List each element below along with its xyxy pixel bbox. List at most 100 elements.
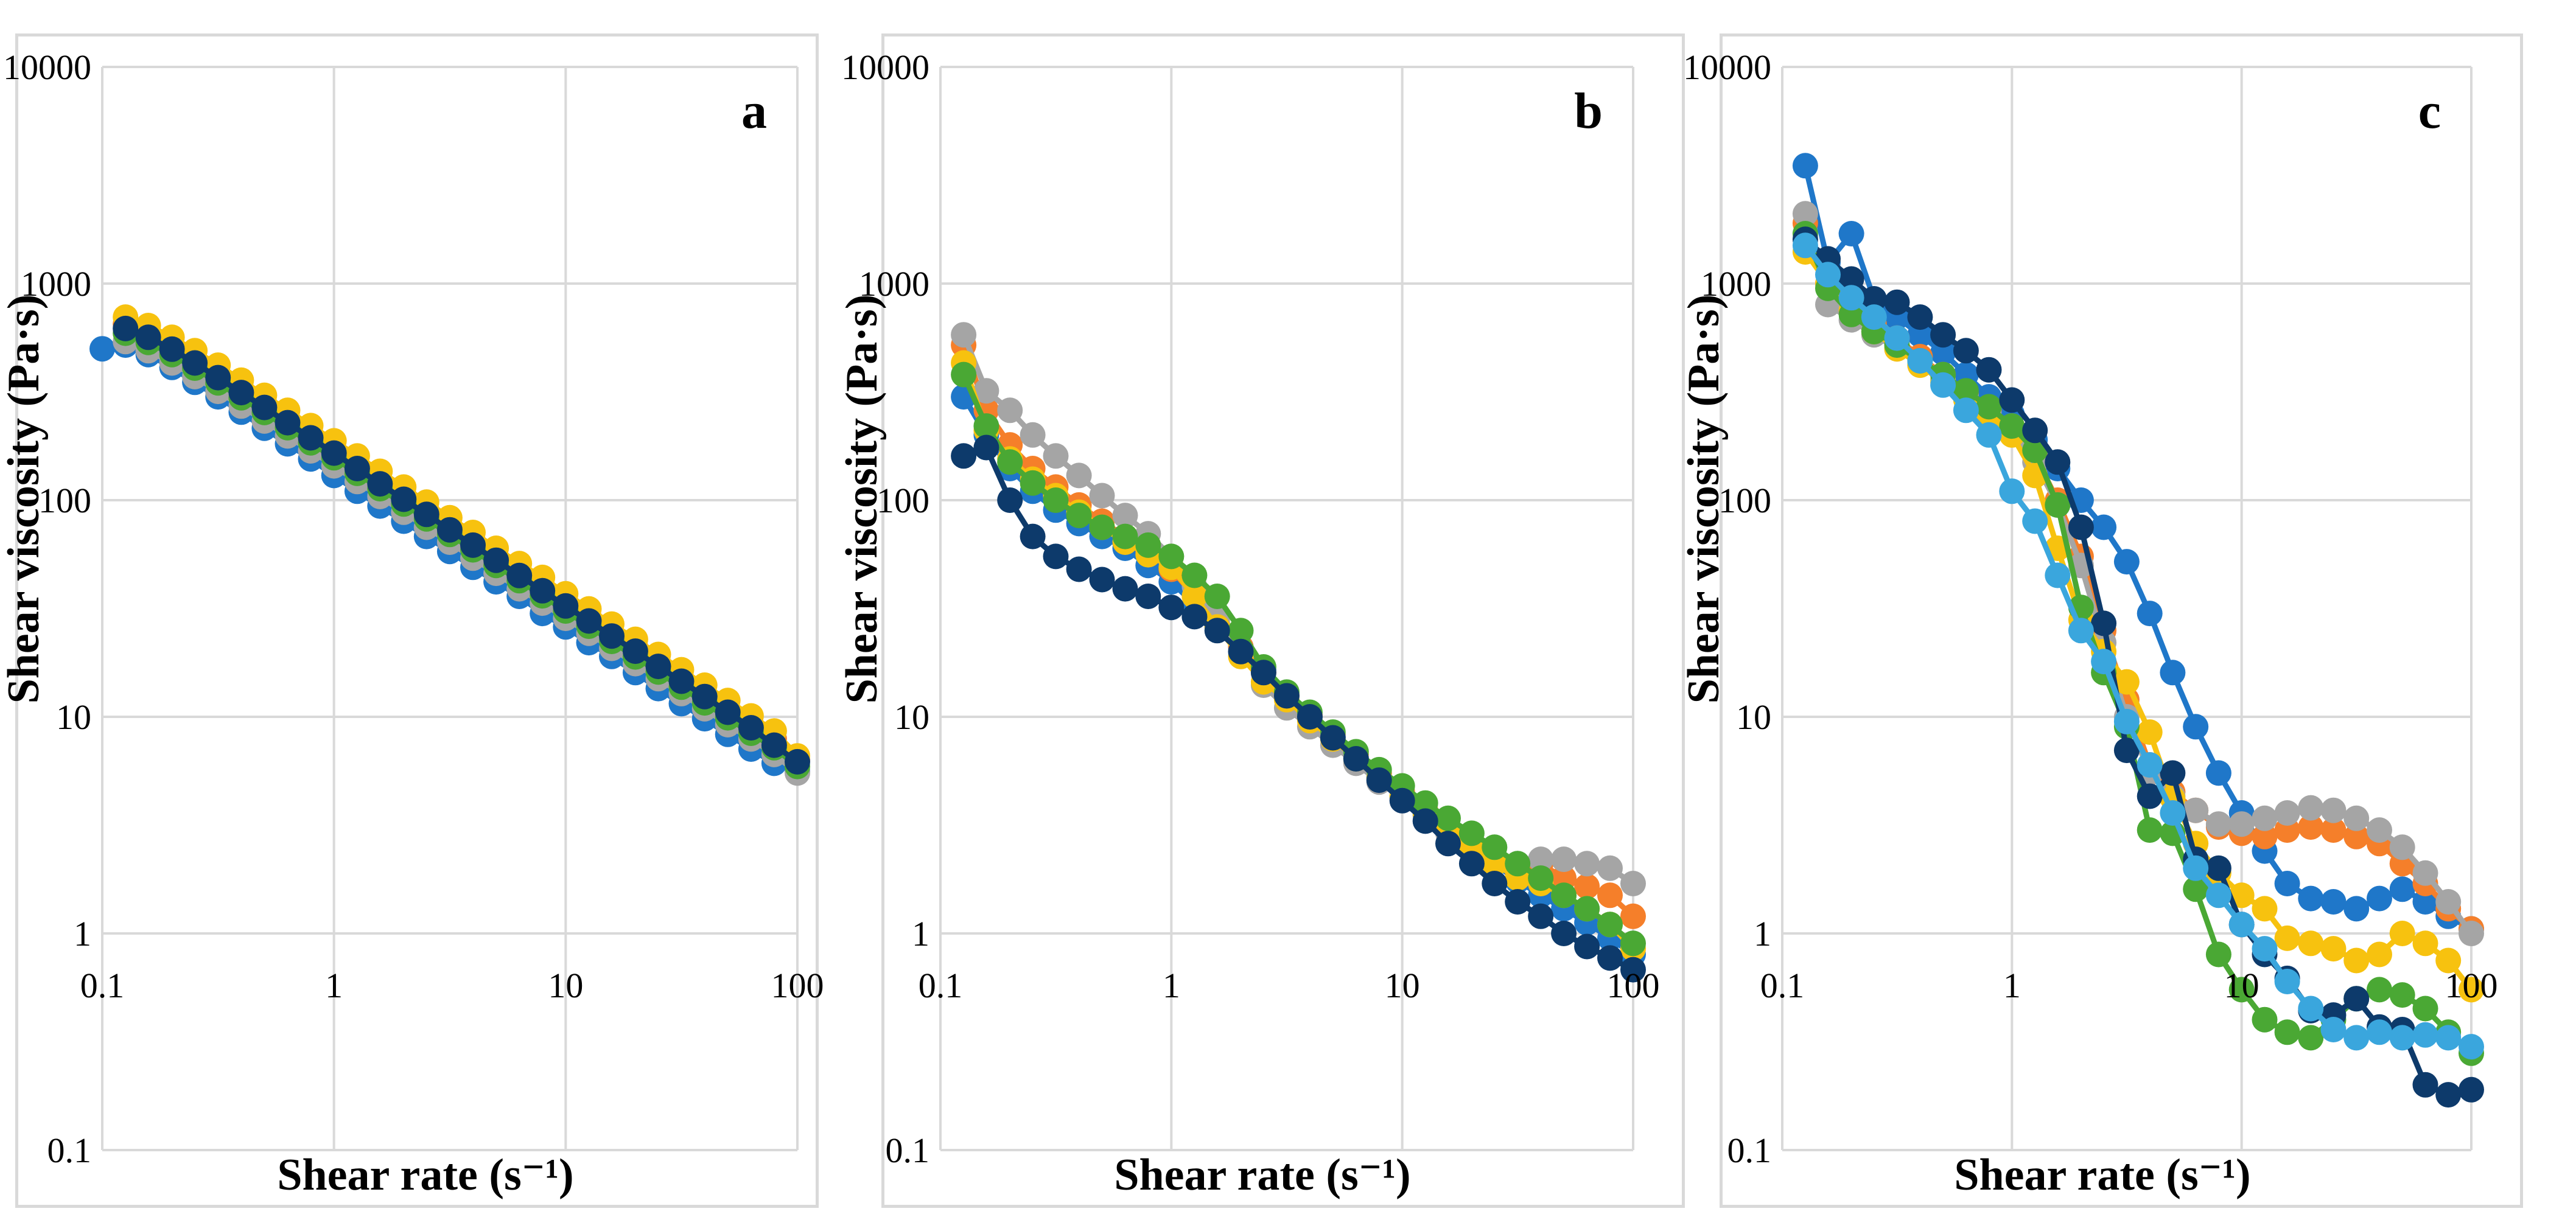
data-point bbox=[2298, 885, 2324, 912]
data-point bbox=[1204, 584, 1230, 609]
data-point bbox=[2435, 1025, 2462, 1051]
data-point bbox=[2205, 941, 2231, 968]
data-point bbox=[2045, 449, 2071, 475]
data-point bbox=[1458, 820, 1485, 846]
data-point bbox=[645, 654, 671, 680]
data-point bbox=[2412, 889, 2438, 915]
data-point bbox=[2389, 876, 2415, 902]
x-axis-title: Shear rate (s⁻¹) bbox=[1954, 1150, 2250, 1200]
data-point bbox=[251, 394, 278, 420]
data-point bbox=[1574, 873, 1600, 899]
y-tick-label: 1 bbox=[74, 914, 91, 954]
data-point bbox=[1505, 851, 1531, 877]
data-point bbox=[1907, 304, 1933, 330]
data-point bbox=[1020, 523, 1046, 549]
x-axis-title: Shear rate (s⁻¹) bbox=[1114, 1150, 1410, 1200]
data-point bbox=[1551, 921, 1577, 946]
data-point bbox=[1907, 347, 1933, 374]
data-point bbox=[2343, 823, 2370, 849]
y-tick-label: 1 bbox=[1754, 914, 1771, 954]
data-point bbox=[2091, 514, 2117, 540]
series-6 bbox=[113, 315, 810, 775]
data-point bbox=[2274, 969, 2300, 994]
data-point bbox=[1574, 933, 1600, 960]
data-point bbox=[1620, 871, 1646, 896]
series-7 bbox=[1792, 232, 2484, 1060]
y-tick-label: 10 bbox=[56, 697, 91, 737]
data-point bbox=[2343, 1025, 2370, 1051]
data-point bbox=[1884, 289, 1910, 315]
data-point bbox=[2205, 760, 2231, 786]
data-point bbox=[1597, 882, 1623, 908]
data-point bbox=[2367, 885, 2392, 912]
data-point bbox=[2367, 817, 2392, 843]
data-point bbox=[2091, 649, 2117, 675]
data-point bbox=[1250, 660, 1276, 686]
data-point bbox=[951, 443, 977, 469]
data-point bbox=[2412, 996, 2438, 1022]
data-point bbox=[1043, 487, 1069, 513]
data-point bbox=[2298, 795, 2324, 821]
data-point bbox=[2412, 860, 2438, 886]
series-line bbox=[1802, 165, 2473, 932]
x-tick-label: 10 bbox=[1385, 966, 1420, 1005]
data-point bbox=[1435, 831, 1461, 857]
data-point bbox=[1412, 790, 1438, 816]
data-point bbox=[1228, 618, 1254, 644]
x-tick-label: 10 bbox=[548, 966, 583, 1005]
data-point bbox=[1953, 397, 1979, 424]
data-point bbox=[1551, 846, 1577, 873]
data-point bbox=[2022, 417, 2048, 444]
chart-panel-a bbox=[15, 33, 819, 1208]
y-tick-label: 1000 bbox=[1701, 264, 1771, 304]
data-point bbox=[182, 350, 208, 376]
data-point bbox=[1089, 514, 1115, 540]
data-point bbox=[2228, 912, 2255, 938]
panel-label: a bbox=[741, 83, 767, 139]
data-point bbox=[2160, 760, 2186, 786]
data-point bbox=[1838, 285, 1864, 311]
data-point bbox=[2412, 1072, 2438, 1098]
data-point bbox=[321, 440, 347, 466]
data-point bbox=[1112, 523, 1138, 549]
y-axis-title: Shear viscosity (Pa·s) bbox=[1679, 295, 1729, 704]
x-tick-label: 0.1 bbox=[1760, 966, 1805, 1005]
data-point bbox=[2435, 947, 2462, 974]
data-point bbox=[2320, 936, 2347, 962]
data-point bbox=[228, 380, 254, 406]
data-point bbox=[1181, 562, 1208, 588]
data-point bbox=[2367, 977, 2392, 1003]
data-point bbox=[2113, 549, 2140, 575]
data-point bbox=[1020, 422, 1046, 448]
data-point bbox=[2205, 811, 2231, 837]
data-point bbox=[2160, 800, 2186, 826]
series-6 bbox=[951, 434, 1646, 983]
data-point bbox=[2068, 618, 2094, 644]
x-axis-title: Shear rate (s⁻¹) bbox=[277, 1150, 573, 1200]
data-point bbox=[2252, 805, 2278, 831]
data-point bbox=[1528, 903, 1554, 929]
y-tick-label: 10000 bbox=[3, 47, 91, 87]
chart-c: 0.1 1 10 100 1000 10000 0.1 1 10 100 Shear rate (s… bbox=[1679, 47, 2498, 1200]
data-point bbox=[1792, 153, 1818, 179]
data-point bbox=[1181, 584, 1208, 609]
data-point bbox=[668, 668, 695, 694]
data-point bbox=[997, 397, 1023, 424]
data-point bbox=[2274, 1019, 2300, 1045]
series-line bbox=[1803, 237, 2472, 1098]
data-point bbox=[951, 361, 977, 388]
data-point bbox=[1597, 912, 1623, 938]
data-point bbox=[1999, 478, 2025, 504]
data-point bbox=[159, 336, 185, 362]
data-point bbox=[1435, 805, 1461, 831]
data-point bbox=[1320, 725, 1346, 751]
data-point bbox=[1838, 266, 1864, 292]
data-point bbox=[298, 425, 324, 451]
y-tick-label: 10 bbox=[894, 697, 929, 737]
data-point bbox=[1158, 543, 1185, 570]
chart-b: 0.1 1 10 100 1000 10000 0.1 1 10 100 Shear rate (s… bbox=[837, 47, 1660, 1200]
data-point bbox=[1792, 201, 1818, 227]
data-point bbox=[391, 486, 417, 512]
data-point bbox=[2091, 610, 2117, 636]
